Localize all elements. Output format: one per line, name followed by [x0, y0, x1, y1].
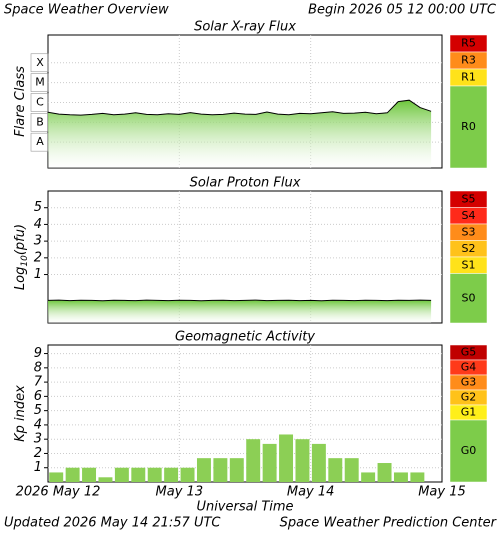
scale-label: G4 [461, 361, 477, 374]
y-tick-label: M [35, 76, 45, 89]
scale-label: S2 [462, 242, 476, 255]
kp-bar [65, 467, 80, 482]
updated-time: Updated 2026 May 14 21:57 UTC [4, 516, 221, 531]
y-label-part: Flare Class [13, 66, 28, 137]
scale-label: G3 [461, 376, 477, 389]
scale-label: G0 [461, 444, 477, 457]
panel-title: Solar Proton Flux [190, 176, 301, 191]
kp-bar [147, 467, 162, 482]
scale-label: R5 [461, 37, 476, 50]
scale-label: R3 [461, 54, 476, 67]
kp-bar [246, 439, 261, 482]
panel-title: Solar X-ray Flux [194, 20, 296, 35]
y-axis-label: Kp index [13, 385, 28, 442]
panel-title: Geomagnetic Activity [175, 330, 315, 345]
x-axis-label: Universal Time [196, 500, 293, 515]
y-label-part: Log [13, 267, 28, 290]
kp-bar [279, 434, 294, 482]
y-tick-label: 2 [34, 446, 42, 461]
kp-bar [114, 467, 129, 482]
y-tick-label: C [36, 95, 44, 108]
scale-box [449, 85, 488, 169]
flux-line [47, 299, 432, 302]
begin-time: Begin 2026 05 12 00:00 UTC [308, 3, 497, 18]
kp-bar [213, 458, 228, 482]
scale-box [449, 419, 488, 483]
kp-bar [180, 467, 195, 482]
kp-bar [82, 467, 97, 482]
scale-label: S3 [462, 225, 476, 238]
scale-label: G1 [461, 406, 477, 419]
y-tick-box [30, 93, 49, 112]
y-tick-label: B [36, 115, 44, 128]
scale-label: S0 [462, 291, 476, 304]
y-tick-label: 5 [34, 403, 42, 418]
x-tick-label: May 15 [418, 485, 466, 500]
y-tick-label: 3 [34, 432, 42, 447]
kp-bar [229, 458, 244, 482]
center-name: Space Weather Prediction Center [280, 516, 498, 531]
y-label-part: (pfu) [13, 224, 28, 255]
flux-area [48, 300, 432, 323]
kp-bar [344, 458, 359, 482]
y-tick-label: A [36, 135, 44, 148]
kp-bar [361, 472, 376, 482]
scale-label: S5 [462, 192, 476, 205]
panel [47, 344, 443, 483]
y-tick-label: 2 [34, 250, 42, 265]
scale-label: S4 [462, 209, 476, 222]
y-tick-label: 9 [34, 346, 42, 361]
kp-bar [377, 463, 392, 482]
y-tick-label: 3 [34, 234, 42, 249]
flux-line [47, 99, 432, 116]
y-axis-label: Log10(pfu) [13, 224, 30, 290]
scale-label: R1 [461, 71, 476, 84]
kp-bar [262, 443, 277, 482]
x-tick-label: May 14 [287, 485, 335, 500]
y-tick-label: 6 [34, 389, 42, 404]
y-tick-label: 8 [34, 360, 42, 375]
y-tick-box [30, 53, 49, 73]
y-label-part: Kp index [13, 385, 28, 442]
y-label-part: 10 [20, 255, 30, 267]
kp-bar [98, 477, 113, 482]
scale-label: R0 [461, 120, 476, 133]
y-tick-label: 5 [34, 200, 42, 215]
kp-bar [328, 458, 343, 482]
kp-bar [295, 439, 310, 482]
y-tick-box [30, 73, 49, 92]
kp-bar [311, 443, 326, 482]
kp-bar [196, 458, 211, 482]
y-tick-label: 4 [34, 417, 42, 432]
y-tick-label: 1 [34, 267, 42, 282]
y-tick-label: X [36, 56, 44, 69]
scale-label: G5 [461, 346, 477, 359]
scale-label: G2 [461, 391, 477, 404]
kp-bar [393, 472, 408, 482]
x-tick-label: May 13 [156, 485, 204, 500]
y-tick-label: 7 [34, 375, 43, 390]
y-tick-label: 4 [34, 217, 42, 232]
kp-bar [131, 467, 146, 482]
y-axis-label: Flare Class [13, 66, 28, 137]
kp-bar [49, 472, 64, 482]
scale-label: S1 [462, 258, 476, 271]
flux-area [48, 100, 432, 168]
scale-box [449, 273, 488, 324]
page-title: Space Weather Overview [4, 3, 169, 18]
x-tick-label: 2026 May 12 [16, 485, 101, 500]
y-tick-label: 1 [34, 460, 42, 475]
kp-bar [164, 467, 179, 482]
kp-bar [410, 472, 425, 482]
